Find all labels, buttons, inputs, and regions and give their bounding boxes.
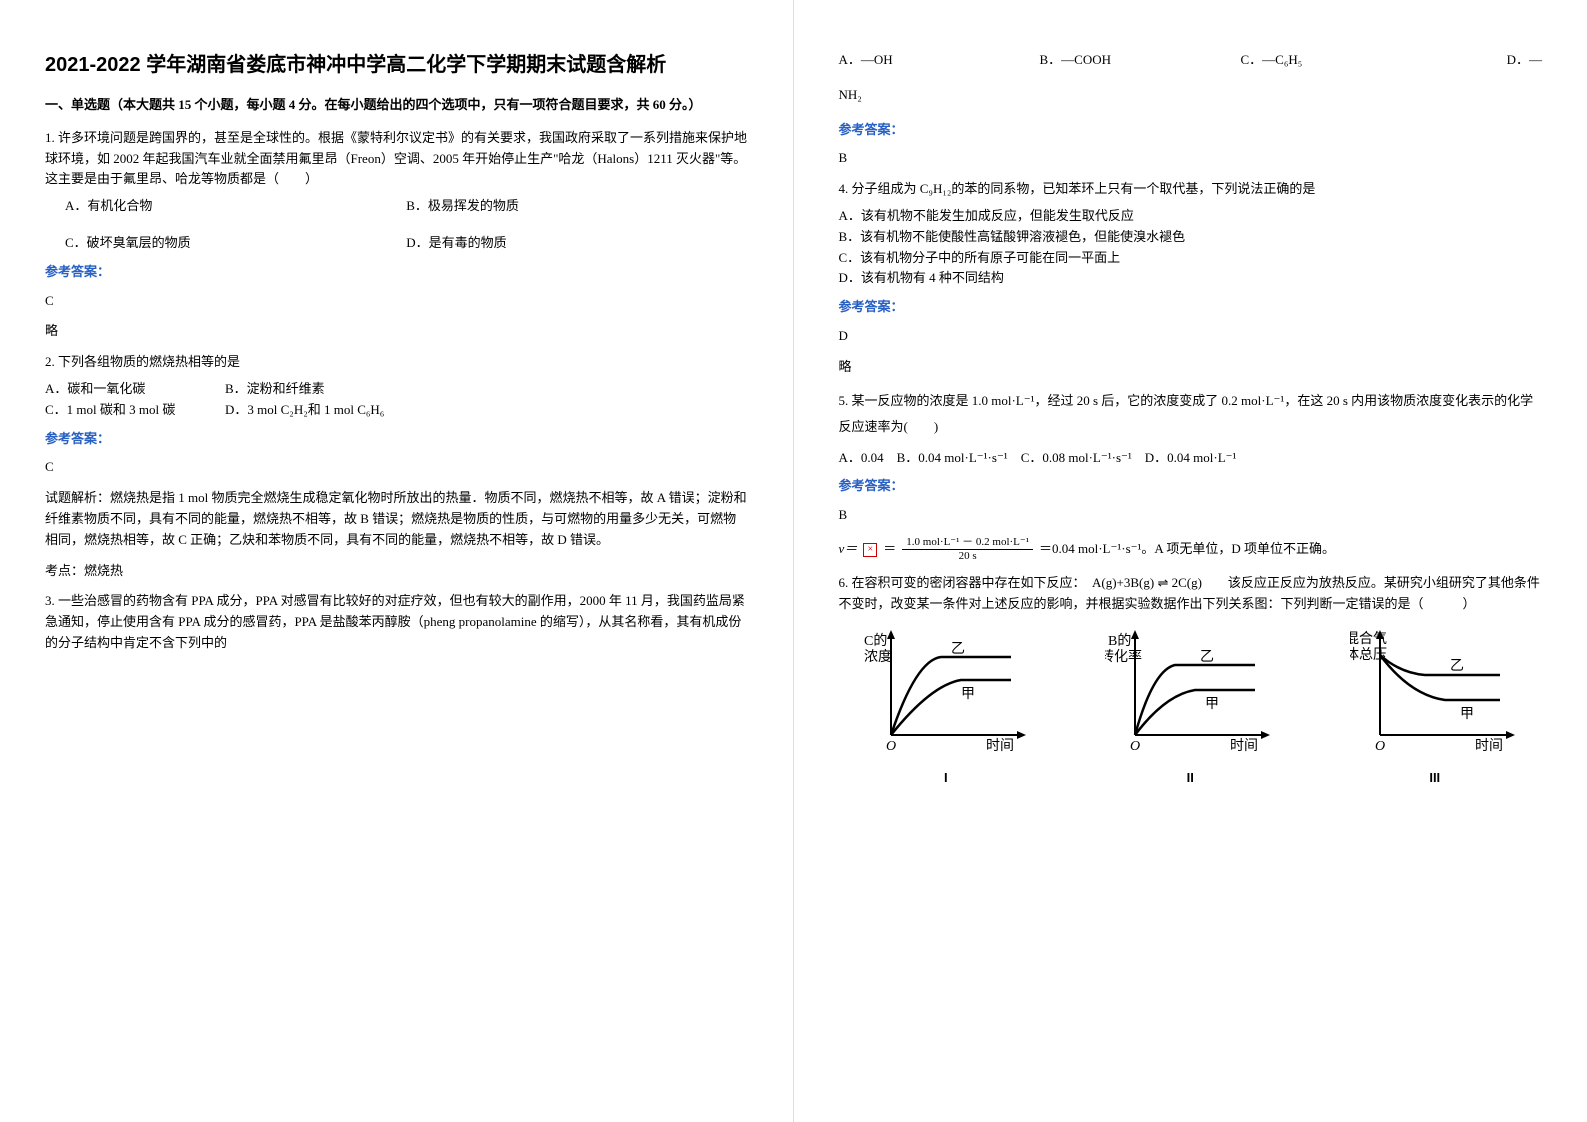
- q5-formula-result: ＝0.04 mol·L⁻¹·s⁻¹。A 项无单位，D 项单位不正确。: [1039, 539, 1335, 560]
- graph1-curve-lower: 甲: [961, 687, 975, 702]
- q2-options-row2: C．1 mol 碳和 3 mol 碳 D．3 mol C₂H₂和 1 mol C…: [45, 400, 748, 421]
- q1-opt-a: A．有机化合物: [65, 196, 406, 217]
- q2-opt-c: C．1 mol 碳和 3 mol 碳: [45, 400, 225, 421]
- graph3-num: III: [1328, 768, 1543, 789]
- q5-formula: v＝ × ＝ 1.0 mol·L⁻¹ － 0.2 mol·L⁻¹ 20 s ＝0…: [839, 536, 1543, 563]
- graph2-origin: O: [1130, 739, 1140, 754]
- question-2: 2. 下列各组物质的燃烧热相等的是 A．碳和一氧化碳 B．淀粉和纤维素 C．1 …: [45, 352, 748, 581]
- error-icon: ×: [863, 543, 877, 557]
- q1-note: 略: [45, 321, 748, 342]
- velocity-symbol: v＝: [839, 539, 858, 560]
- q2-kaodian: 考点：燃烧热: [45, 561, 748, 582]
- graph3-curve-lower: 甲: [1460, 707, 1474, 722]
- graph3-curve-upper: 乙: [1450, 658, 1464, 674]
- graph1-xlabel: 时间: [986, 738, 1014, 754]
- graph2-curve-lower: 甲: [1205, 697, 1219, 712]
- graph2-xlabel: 时间: [1230, 738, 1258, 754]
- q2-options-row1: A．碳和一氧化碳 B．淀粉和纤维素: [45, 379, 748, 400]
- graph-3: 混合气 体总压 乙 甲 O 时间 III: [1328, 625, 1543, 789]
- q4-note: 略: [839, 357, 1543, 378]
- question-3: 3. 一些治感冒的药物含有 PPA 成分，PPA 对感冒有比较好的对症疗效，但也…: [45, 591, 748, 653]
- q2-opt-d: D．3 mol C₂H₂和 1 mol C₆H₆: [225, 400, 384, 421]
- graph-2: B的 转化率 乙 甲 O 时间 II: [1083, 625, 1298, 789]
- graph-1-svg: C的 浓度 乙 甲 O 时间: [861, 625, 1031, 755]
- graph2-num: II: [1083, 768, 1298, 789]
- graph-1: C的 浓度 乙 甲 O 时间 I: [839, 625, 1054, 789]
- q5-text: 5. 某一反应物的浓度是 1.0 mol·L⁻¹，经过 20 s 后，它的浓度变…: [839, 388, 1543, 440]
- q6-text: 6. 在容积可变的密闭容器中存在如下反应： A(g)+3B(g) ⇌ 2C(g)…: [839, 573, 1543, 615]
- graph2-ylabel-1: B的: [1108, 633, 1131, 649]
- q5-options: A．0.04 B．0.04 mol·L⁻¹·s⁻¹ C．0.08 mol·L⁻¹…: [839, 448, 1543, 469]
- graph-2-svg: B的 转化率 乙 甲 O 时间: [1105, 625, 1275, 755]
- q3-text: 3. 一些治感冒的药物含有 PPA 成分，PPA 对感冒有比较好的对症疗效，但也…: [45, 591, 748, 653]
- question-6: 6. 在容积可变的密闭容器中存在如下反应： A(g)+3B(g) ⇌ 2C(g)…: [839, 573, 1543, 788]
- q1-opt-d: D．是有毒的物质: [406, 233, 747, 254]
- graph3-ylabel-1: 混合气: [1350, 631, 1387, 647]
- graph1-origin: O: [886, 739, 896, 754]
- q2-opt-b: B．淀粉和纤维素: [225, 379, 325, 400]
- q2-text: 2. 下列各组物质的燃烧热相等的是: [45, 352, 748, 373]
- question-5: 5. 某一反应物的浓度是 1.0 mol·L⁻¹，经过 20 s 后，它的浓度变…: [839, 388, 1543, 564]
- q3-options: A．—OH B．—COOH C．—C₆H₅ D．—: [839, 50, 1543, 71]
- equals-sign: ＝: [883, 539, 896, 560]
- q5-answer: B: [839, 505, 1543, 526]
- q2-analysis: 试题解析：燃烧热是指 1 mol 物质完全燃烧生成稳定氧化物时所放出的热量．物质…: [45, 488, 748, 550]
- q5-numerator: 1.0 mol·L⁻¹ － 0.2 mol·L⁻¹: [902, 536, 1033, 550]
- q4-answer-label: 参考答案：: [839, 297, 1543, 318]
- q3-answer: B: [839, 148, 1543, 169]
- graph3-origin: O: [1375, 739, 1385, 754]
- section-1-header: 一、单选题（本大题共 15 个小题，每小题 4 分。在每小题给出的四个选项中，只…: [45, 95, 748, 116]
- graph3-xlabel: 时间: [1475, 738, 1503, 754]
- q4-opt-d: D．该有机物有 4 种不同结构: [839, 268, 1543, 289]
- q1-opt-c: C．破坏臭氧层的物质: [65, 233, 406, 254]
- right-column: A．—OH B．—COOH C．—C₆H₅ D．— NH₂ 参考答案： B 4.…: [794, 0, 1587, 1122]
- graph2-ylabel-2: 转化率: [1105, 648, 1142, 665]
- graph1-ylabel-1: C的: [864, 633, 887, 649]
- graph-3-svg: 混合气 体总压 乙 甲 O 时间: [1350, 625, 1520, 755]
- q1-answer-label: 参考答案：: [45, 262, 748, 283]
- q3-opt-d-cont: NH₂: [839, 85, 1543, 106]
- q4-opt-a: A．该有机物不能发生加成反应，但能发生取代反应: [839, 206, 1543, 227]
- q3-opt-d: D．—: [1442, 50, 1543, 71]
- q3-opt-c: C．—C₆H₅: [1241, 50, 1442, 71]
- q2-answer: C: [45, 457, 748, 478]
- q4-text: 4. 分子组成为 C₉H₁₂的苯的同系物，已知苯环上只有一个取代基，下列说法正确…: [839, 179, 1543, 200]
- graph1-ylabel-2: 浓度: [864, 649, 892, 665]
- q5-answer-label: 参考答案：: [839, 476, 1543, 497]
- q2-answer-label: 参考答案：: [45, 429, 748, 450]
- q3-opt-a: A．—OH: [839, 50, 1040, 71]
- q1-answer: C: [45, 291, 748, 312]
- q5-denominator: 20 s: [959, 550, 977, 563]
- q1-options-row1: A．有机化合物 B．极易挥发的物质: [45, 196, 748, 217]
- q1-opt-b: B．极易挥发的物质: [406, 196, 747, 217]
- q6-graphs: C的 浓度 乙 甲 O 时间 I B的: [839, 625, 1543, 789]
- question-4: 4. 分子组成为 C₉H₁₂的苯的同系物，已知苯环上只有一个取代基，下列说法正确…: [839, 179, 1543, 377]
- q4-opt-c: C．该有机物分子中的所有原子可能在同一平面上: [839, 248, 1543, 269]
- graph3-ylabel-2: 体总压: [1350, 647, 1387, 663]
- graph2-curve-upper: 乙: [1200, 649, 1214, 665]
- document-title: 2021-2022 学年湖南省娄底市神冲中学高二化学下学期期末试题含解析: [45, 50, 748, 80]
- q4-answer: D: [839, 326, 1543, 347]
- graph1-num: I: [839, 768, 1054, 789]
- question-1: 1. 许多环境问题是跨国界的，甚至是全球性的。根据《蒙特利尔议定书》的有关要求，…: [45, 128, 748, 342]
- q4-opt-b: B．该有机物不能使酸性高锰酸钾溶液褪色，但能使溴水褪色: [839, 227, 1543, 248]
- q5-fraction: 1.0 mol·L⁻¹ － 0.2 mol·L⁻¹ 20 s: [902, 536, 1033, 563]
- q2-opt-a: A．碳和一氧化碳: [45, 379, 225, 400]
- graph1-curve-upper: 乙: [951, 641, 965, 657]
- q1-text: 1. 许多环境问题是跨国界的，甚至是全球性的。根据《蒙特利尔议定书》的有关要求，…: [45, 128, 748, 190]
- q3-opt-b: B．—COOH: [1040, 50, 1241, 71]
- left-column: 2021-2022 学年湖南省娄底市神冲中学高二化学下学期期末试题含解析 一、单…: [0, 0, 794, 1122]
- q3-answer-label: 参考答案：: [839, 120, 1543, 141]
- q1-options-row2: C．破坏臭氧层的物质 D．是有毒的物质: [45, 233, 748, 254]
